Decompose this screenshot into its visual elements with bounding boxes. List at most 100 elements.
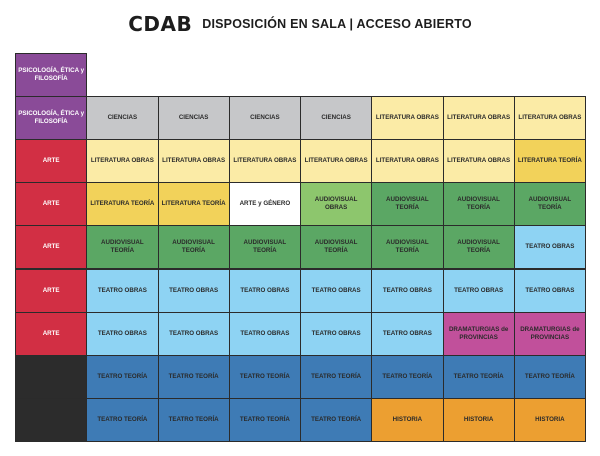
- shelf-cell-label: TEATRO OBRAS: [525, 243, 575, 251]
- page-title: DISPOSICIÓN EN SALA | ACCESO ABIERTO: [202, 17, 472, 31]
- shelf-layout-grid: PSICOLOGÍA, ÉTICA y FILOSOFÍA PSICOLOGÍA,…: [15, 53, 586, 442]
- shelf-cell-label: TEATRO OBRAS: [382, 329, 432, 337]
- shelf-cell: TEATRO OBRAS: [442, 268, 515, 313]
- shelf-cell: DRAMATURGIAS de PROVINCIAS: [513, 311, 586, 356]
- shelf-cell-label: AUDIOVISUAL TEORÍA: [457, 239, 500, 255]
- shelf-cell: TEATRO TEORÍA: [442, 354, 515, 399]
- shelf-cell: TEATRO OBRAS: [513, 268, 586, 313]
- shelf-cell: AUDIOVISUAL TEORÍA: [86, 225, 159, 270]
- side-shelf-cell: ARTE: [15, 311, 88, 356]
- header: CDAB DISPOSICIÓN EN SALA | ACCESO ABIERT…: [0, 10, 600, 38]
- shelf-cell-label: AUDIOVISUAL OBRAS: [314, 196, 358, 212]
- shelf-cell-label: LITERATURA TEORÍA: [517, 157, 582, 165]
- side-shelf-cell: [15, 397, 88, 442]
- shelf-cell: TEATRO TEORÍA: [228, 354, 301, 399]
- shelf-cell-label: LITERATURA OBRAS: [162, 157, 226, 165]
- side-shelf-cell-label: ARTE: [42, 200, 60, 208]
- shelf-cell-label: TEATRO OBRAS: [311, 329, 361, 337]
- shelf-cell-label: CIENCIAS: [250, 114, 280, 122]
- shelf-cell-label: TEATRO OBRAS: [169, 329, 219, 337]
- shelf-cell: TEATRO TEORÍA: [228, 397, 301, 442]
- shelf-cell: TEATRO TEORÍA: [157, 397, 230, 442]
- shelf-cell-label: CIENCIAS: [178, 114, 209, 122]
- shelf-cell: CIENCIAS: [228, 96, 301, 141]
- shelf-cell-label: LITERATURA OBRAS: [90, 157, 154, 165]
- side-shelf-cell: PSICOLOGÍA, ÉTICA y FILOSOFÍA: [15, 96, 88, 141]
- shelf-cell: LITERATURA OBRAS: [86, 139, 159, 184]
- shelf-cell-label: HISTORIA: [392, 415, 423, 423]
- shelf-cell-label: AUDIOVISUAL TEORÍA: [386, 196, 429, 212]
- shelf-cell-label: TEATRO OBRAS: [97, 286, 147, 294]
- shelf-cell-label: LITERATURA OBRAS: [518, 114, 582, 122]
- shelf-cell-label: AUDIOVISUAL TEORÍA: [457, 196, 500, 212]
- shelf-cell: LITERATURA TEORÍA: [157, 182, 230, 227]
- shelf-cell: LITERATURA OBRAS: [157, 139, 230, 184]
- shelf-cell: LITERATURA TEORÍA: [513, 139, 586, 184]
- shelf-cell: CIENCIAS: [300, 96, 373, 141]
- shelf-cell: TEATRO TEORÍA: [300, 397, 373, 442]
- shelf-cell: LITERATURA OBRAS: [513, 96, 586, 141]
- shelf-cell-label: AUDIOVISUAL TEORÍA: [101, 239, 144, 255]
- shelf-cell-label: TEATRO TEORÍA: [524, 372, 575, 380]
- shelf-cell-label: LITERATURA OBRAS: [375, 114, 439, 122]
- shelf-cell-label: TEATRO TEORÍA: [168, 372, 219, 380]
- shelf-cell: AUDIOVISUAL TEORÍA: [442, 225, 515, 270]
- shelf-cell-label: TEATRO OBRAS: [382, 286, 432, 294]
- shelf-cell: HISTORIA: [513, 397, 586, 442]
- shelf-cell: TEATRO TEORÍA: [86, 397, 159, 442]
- shelf-cell: LITERATURA OBRAS: [228, 139, 301, 184]
- shelf-cell: TEATRO OBRAS: [513, 225, 586, 270]
- shelf-cell-label: LITERATURA OBRAS: [304, 157, 368, 165]
- shelf-cell: LITERATURA OBRAS: [371, 139, 444, 184]
- shelf-cell: DRAMATURGIAS de PROVINCIAS: [442, 311, 515, 356]
- shelf-cell-label: TEATRO TEORÍA: [311, 372, 362, 380]
- shelf-cell-label: TEATRO OBRAS: [240, 286, 290, 294]
- shelf-cell: TEATRO OBRAS: [228, 268, 301, 313]
- shelf-cell: TEATRO OBRAS: [86, 268, 159, 313]
- shelf-cell-label: TEATRO OBRAS: [169, 286, 219, 294]
- shelf-cell-label: DRAMATURGIAS de PROVINCIAS: [448, 325, 509, 341]
- side-shelf-cell-label: ARTE: [42, 329, 60, 337]
- shelf-cell-label: TEATRO TEORÍA: [382, 372, 433, 380]
- shelf-cell: TEATRO OBRAS: [371, 311, 444, 356]
- shelf-cell-label: TEATRO TEORÍA: [239, 372, 290, 380]
- shelf-cell: PSICOLOGÍA, ÉTICA y FILOSOFÍA: [15, 53, 88, 98]
- shelf-cell-label: TEATRO TEORÍA: [97, 415, 148, 423]
- side-shelf-cell: [15, 354, 88, 399]
- shelf-cell-label: TEATRO TEORÍA: [97, 372, 148, 380]
- shelf-cell: TEATRO OBRAS: [86, 311, 159, 356]
- shelf-cell-label: CIENCIAS: [107, 114, 138, 122]
- shelf-cell: LITERATURA OBRAS: [371, 96, 444, 141]
- shelf-cell-label: AUDIOVISUAL TEORÍA: [314, 239, 358, 255]
- shelf-cell: LITERATURA OBRAS: [300, 139, 373, 184]
- shelf-cell: TEATRO OBRAS: [300, 311, 373, 356]
- shelf-cell-label: LITERATURA OBRAS: [233, 157, 297, 165]
- shelf-cell-label: LITERATURA OBRAS: [375, 157, 439, 165]
- shelf-cell: AUDIOVISUAL TEORÍA: [371, 182, 444, 227]
- shelf-cell: TEATRO TEORÍA: [371, 354, 444, 399]
- side-shelf-cell-label: PSICOLOGÍA, ÉTICA y FILOSOFÍA: [18, 110, 85, 126]
- shelf-cell: AUDIOVISUAL TEORÍA: [513, 182, 586, 227]
- shelf-cell-label: TEATRO OBRAS: [240, 329, 290, 337]
- shelf-cell: TEATRO OBRAS: [371, 268, 444, 313]
- shelf-cell: TEATRO TEORÍA: [513, 354, 586, 399]
- shelf-cell: AUDIOVISUAL TEORÍA: [300, 225, 373, 270]
- shelf-cell: LITERATURA OBRAS: [442, 139, 515, 184]
- shelf-cell-label: TEATRO OBRAS: [525, 286, 575, 294]
- shelf-cell-label: LITERATURA TEORÍA: [161, 200, 226, 208]
- shelf-cell-label: HISTORIA: [463, 415, 494, 423]
- shelf-cell: TEATRO TEORÍA: [86, 354, 159, 399]
- shelf-cell: LITERATURA OBRAS: [442, 96, 515, 141]
- shelf-cell: HISTORIA: [371, 397, 444, 442]
- shelf-cell: TEATRO TEORÍA: [300, 354, 373, 399]
- shelf-cell-label: TEATRO TEORÍA: [239, 415, 290, 423]
- shelf-cell: HISTORIA: [442, 397, 515, 442]
- shelf-cell: TEATRO OBRAS: [228, 311, 301, 356]
- side-shelf-cell-label: ARTE: [42, 286, 60, 294]
- shelf-cell-label: AUDIOVISUAL TEORÍA: [243, 239, 287, 255]
- shelf-cell: AUDIOVISUAL TEORÍA: [371, 225, 444, 270]
- shelf-cell: AUDIOVISUAL TEORÍA: [442, 182, 515, 227]
- shelf-cell-label: ARTE y GÉNERO: [239, 200, 291, 208]
- shelf-cell-label: LITERATURA OBRAS: [447, 114, 511, 122]
- side-shelf-cell-label: ARTE: [42, 243, 60, 251]
